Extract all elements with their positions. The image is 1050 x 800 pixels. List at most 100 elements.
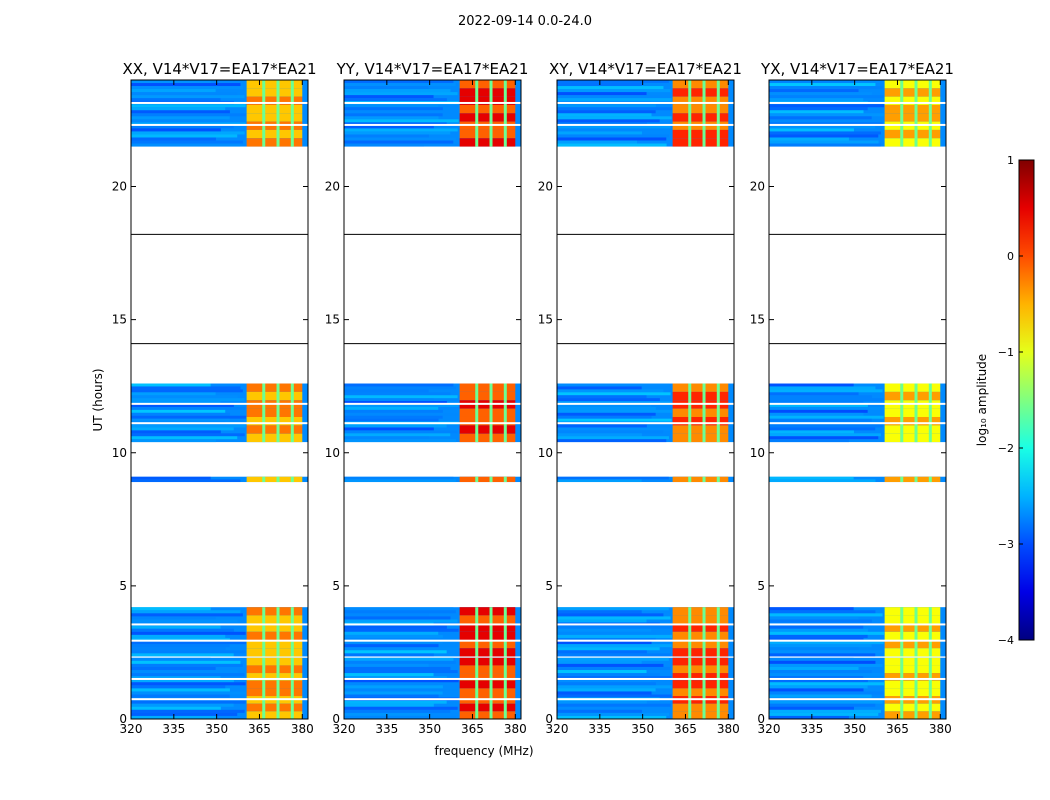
- band-gap-line: [688, 476, 692, 483]
- noise-stripe: [557, 92, 647, 96]
- band-gap-line: [262, 80, 266, 147]
- band-cell: [672, 408, 729, 417]
- band-cell: [459, 680, 516, 689]
- band-cell: [672, 657, 729, 666]
- noise-stripe: [131, 134, 238, 138]
- x-tick-label: 320: [546, 722, 569, 736]
- band-cell: [246, 623, 303, 632]
- band-cell: [246, 113, 303, 122]
- noise-stripe: [557, 676, 672, 680]
- y-tick-label: 15: [750, 313, 765, 327]
- noise-stripe: [769, 709, 881, 713]
- noise-stripe: [769, 392, 859, 396]
- noise-stripe: [769, 607, 854, 611]
- band-cell: [459, 88, 516, 97]
- noise-stripe: [344, 653, 434, 657]
- noise-stripe: [769, 679, 868, 683]
- noise-stripe: [344, 637, 460, 642]
- noise-stripe: [557, 86, 664, 90]
- noise-stripe: [344, 666, 451, 671]
- y-tick-label: 20: [325, 180, 340, 194]
- band-cell: [672, 433, 729, 443]
- noise-stripe: [557, 128, 664, 132]
- x-tick-label: 335: [800, 722, 823, 736]
- noise-stripe: [769, 613, 883, 617]
- noise-stripe: [557, 616, 671, 620]
- noise-stripe: [344, 613, 429, 617]
- band-cell: [672, 425, 729, 434]
- band-gap-line: [475, 657, 479, 719]
- band-gap-line: [290, 607, 294, 657]
- noise-stripe: [769, 92, 872, 96]
- band-cell: [246, 129, 303, 139]
- colorbar-tick-label: −4: [998, 634, 1014, 647]
- noise-stripe: [131, 401, 221, 405]
- noise-stripe: [344, 401, 447, 405]
- noise-stripe: [769, 703, 876, 707]
- band-gap-line: [276, 607, 280, 657]
- noise-stripe: [557, 389, 664, 393]
- noise-stripe: [769, 119, 859, 123]
- noise-stripe: [131, 418, 230, 422]
- band-cell: [459, 425, 516, 434]
- noise-stripe: [557, 685, 673, 689]
- y-tick-label: 20: [750, 180, 765, 194]
- band-cell: [884, 615, 941, 624]
- band-gap-line: [276, 657, 280, 719]
- flagged-row: [131, 422, 308, 425]
- noise-stripe: [131, 116, 230, 120]
- noise-stripe: [557, 140, 637, 144]
- noise-stripe: [769, 700, 883, 704]
- noise-stripe: [131, 688, 230, 692]
- noise-stripe: [344, 703, 434, 707]
- noise-stripe: [131, 610, 241, 614]
- band-cell: [884, 129, 941, 139]
- band-cell: [459, 711, 516, 719]
- band-cell: [459, 640, 516, 649]
- noise-stripe: [769, 122, 883, 126]
- flagged-row: [344, 698, 521, 701]
- band-gap-line: [716, 657, 720, 719]
- band-cell: [672, 129, 729, 139]
- noise-stripe: [131, 113, 247, 117]
- noise-stripe: [769, 86, 883, 90]
- band-cell: [884, 96, 941, 105]
- noise-stripe: [131, 383, 211, 387]
- noise-stripe: [557, 110, 656, 114]
- panel-frame: [768, 79, 947, 720]
- noise-stripe: [769, 676, 864, 680]
- noise-stripe: [131, 95, 245, 99]
- y-tick-label: 5: [757, 579, 765, 593]
- band-gap-line: [900, 476, 904, 483]
- noise-stripe: [344, 143, 424, 147]
- band-cell: [459, 104, 516, 114]
- noise-stripe: [769, 616, 859, 620]
- band-gap-line: [900, 80, 904, 147]
- noise-stripe: [557, 401, 672, 405]
- band-gap-line: [702, 383, 706, 443]
- noise-stripe: [769, 395, 872, 399]
- band-gap-line: [716, 383, 720, 443]
- noise-stripe: [344, 706, 458, 710]
- noise-stripe: [344, 116, 439, 120]
- band-gap-line: [702, 80, 706, 147]
- band-gap-line: [276, 80, 280, 147]
- noise-stripe: [344, 418, 439, 422]
- noise-stripe: [557, 398, 660, 402]
- flagged-row: [769, 677, 946, 680]
- noise-stripe: [344, 715, 456, 719]
- noise-stripe: [131, 628, 234, 632]
- x-tick-label: 365: [461, 722, 484, 736]
- band-gap-line: [503, 657, 507, 719]
- flagged-row: [344, 677, 521, 680]
- noise-stripe: [344, 670, 458, 674]
- band-cell: [459, 688, 516, 697]
- noise-stripe: [769, 409, 868, 413]
- flagged-row: [131, 698, 308, 701]
- band-gap-line: [489, 80, 493, 147]
- y-tick-label: 15: [112, 313, 127, 327]
- y-tick-label: 0: [119, 712, 127, 726]
- noise-stripe: [131, 679, 234, 683]
- noise-stripe: [557, 650, 647, 654]
- noise-stripe: [769, 401, 864, 405]
